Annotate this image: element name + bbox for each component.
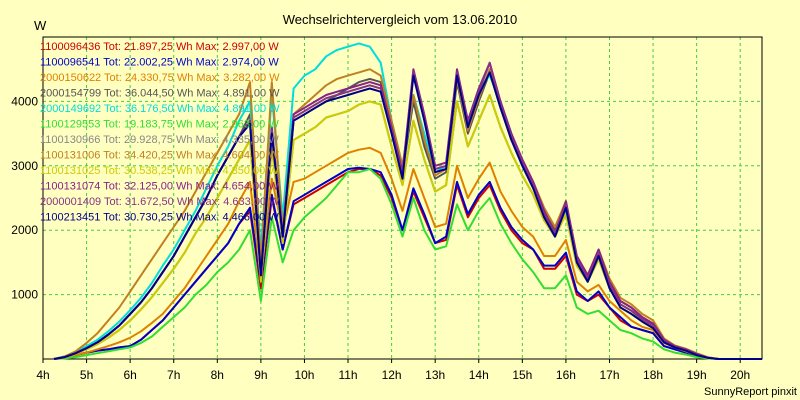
- legend-entry-1100129553: 1100129553 Tot: 19.183,75 Wh Max: 2.963,…: [40, 119, 279, 131]
- legend-entry-1100213451: 1100213451 Tot: 30.730,25 Wh Max: 4.466,…: [40, 212, 279, 224]
- legend-entry-2000154799: 2000154799 Tot: 36.044,50 Wh Max: 4.891,…: [40, 88, 280, 100]
- y-axis-unit-label: W: [34, 18, 47, 33]
- legend-entry-2000149692: 2000149692 Tot: 36.176,50 Wh Max: 4.891,…: [40, 103, 280, 115]
- y-tick-label: 1000: [11, 288, 38, 302]
- x-tick-label: 8h: [211, 368, 224, 382]
- x-tick-label: 15h: [512, 368, 532, 382]
- x-tick-label: 7h: [167, 368, 180, 382]
- legend-entry-1100096541: 1100096541 Tot: 22.002,25 Wh Max: 2.974,…: [40, 57, 279, 69]
- series-line-2000150622: [53, 146, 762, 360]
- x-tick-label: 5h: [80, 368, 93, 382]
- x-tick-label: 6h: [123, 368, 136, 382]
- legend-entry-2000150622: 2000150622 Tot: 24.330,75 Wh Max: 3.282,…: [40, 72, 280, 84]
- series-layer: [53, 42, 762, 360]
- x-tick-label: 13h: [425, 368, 445, 382]
- x-tick-label: 4h: [36, 368, 49, 382]
- y-tick-label: 2000: [11, 223, 38, 237]
- legend-entry-1100131074: 1100131074 Tot: 32.125,00 Wh Max: 4.654,…: [40, 181, 279, 193]
- y-tick-label: 4000: [11, 94, 38, 108]
- x-tick-label: 17h: [599, 368, 619, 382]
- series-line-1100129553: [53, 168, 762, 360]
- legend-entry-1100131006: 1100131006 Tot: 34.420,25 Wh Max: 4.604,…: [40, 150, 279, 162]
- chart-footer-credit: SunnyReport pinxit: [704, 386, 797, 398]
- legend-entry-1100096436: 1100096436 Tot: 21.897,25 Wh Max: 2.997,…: [40, 41, 279, 53]
- x-tick-label: 18h: [643, 368, 663, 382]
- x-tick-label: 19h: [687, 368, 707, 382]
- legend-entry-1100130966: 1100130966 Tot: 29.928,75 Wh Max: 4.335,…: [40, 134, 279, 146]
- x-tick-label: 11h: [338, 368, 357, 382]
- x-tick-label: 20h: [730, 368, 750, 382]
- x-tick-label: 14h: [469, 368, 489, 382]
- legend-entry-1100131025: 1100131025 Tot: 30.538,25 Wh Max: 4.350,…: [40, 165, 279, 177]
- series-line-1100213451: [53, 71, 762, 360]
- x-tick-label: 16h: [556, 368, 576, 382]
- y-tick-label: 3000: [11, 159, 38, 173]
- axis-layer: 4h 5h 6h 7h 8h 9h 10h 11h 12h 13h 14h 15h 16h 17h 18h 1…: [11, 36, 763, 382]
- legend: 1100096436 Tot: 21.897,25 Wh Max: 2.997,…: [40, 41, 280, 224]
- series-line-1100131025: [53, 94, 762, 360]
- x-tick-label: 10h: [294, 368, 314, 382]
- legend-entry-2000001409: 2000001409 Tot: 31.672,50 Wh Max: 4.633,…: [40, 196, 280, 208]
- x-tick-label: 9h: [254, 368, 267, 382]
- plot-frame: [42, 36, 763, 360]
- x-tick-label: 12h: [382, 368, 402, 382]
- series-line-1100096541: [53, 166, 762, 360]
- chart-title: Wechselrichtervergleich vom 13.06.2010: [283, 12, 518, 27]
